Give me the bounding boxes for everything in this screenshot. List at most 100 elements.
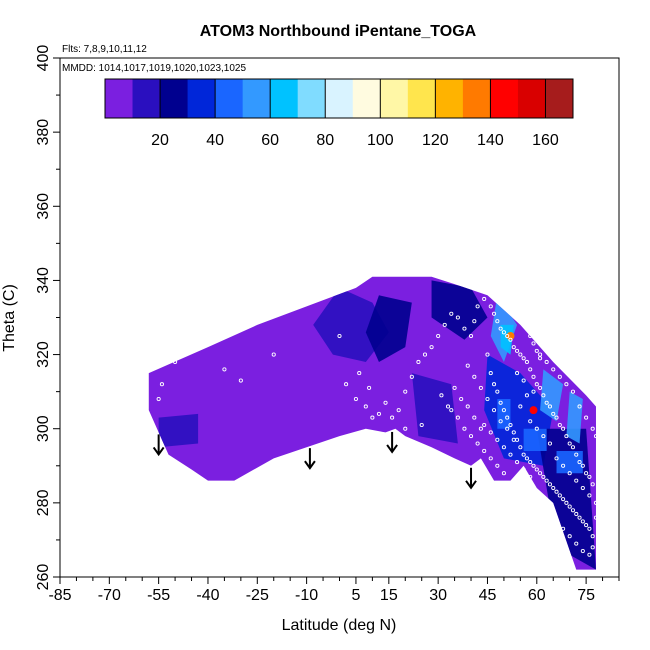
sample-points: [156, 296, 599, 557]
sample-point: [561, 526, 566, 531]
colorbar-segment: [325, 79, 354, 118]
sample-point: [173, 359, 178, 365]
sample-point: [557, 374, 562, 379]
heatmap-region: [313, 287, 389, 362]
sample-point: [468, 434, 474, 439]
x-tick-label: -40: [196, 587, 219, 604]
sample-point: [554, 519, 559, 524]
mmdd-label: MMDD: 1014,1017,1019,1020,1023,1025: [62, 63, 246, 74]
sample-point: [544, 337, 549, 342]
sample-point: [567, 534, 572, 539]
sample-point: [396, 408, 401, 413]
sample-point: [459, 397, 464, 402]
sample-point: [521, 452, 526, 457]
sample-point: [488, 430, 493, 435]
sample-point: [508, 452, 513, 457]
sample-point: [468, 333, 474, 339]
sample-point: [544, 400, 549, 405]
sample-point: [485, 397, 490, 402]
sample-point: [403, 426, 408, 431]
colorbar-tick-label: 160: [532, 132, 559, 149]
colorbar-segment: [160, 79, 189, 118]
sample-point: [544, 359, 549, 365]
sample-point: [587, 493, 592, 498]
sample-point: [570, 389, 576, 394]
sample-point: [590, 534, 595, 539]
x-tick-label: -25: [246, 587, 269, 604]
sample-point: [518, 352, 523, 357]
sample-point: [534, 497, 539, 502]
flight-arrows: [152, 431, 477, 490]
sample-point: [515, 460, 520, 465]
y-tick-label: 320: [35, 341, 52, 368]
sample-point: [403, 389, 408, 394]
sample-point: [534, 467, 539, 472]
sample-point: [419, 422, 424, 428]
colorbar-segment: [407, 79, 436, 118]
sample-point: [577, 404, 582, 409]
colorbar-frame: [104, 78, 574, 119]
arrow-head: [465, 480, 477, 490]
sample-point: [538, 356, 543, 361]
sample-point: [590, 482, 595, 487]
sample-point: [524, 456, 529, 461]
sample-point: [491, 408, 497, 413]
colorbar: 20 40 60 80 100 120 140 160: [104, 78, 574, 149]
down-arrow-icon: [304, 448, 316, 470]
sample-point: [462, 326, 467, 331]
y-tick-label: 360: [35, 193, 52, 220]
sample-point: [574, 478, 579, 483]
sample-point: [505, 426, 510, 431]
sample-point: [455, 315, 460, 320]
sample-point: [511, 437, 516, 442]
sample-point: [478, 385, 483, 390]
sample-point: [422, 352, 428, 357]
sample-point: [547, 511, 552, 517]
sample-point: [465, 404, 470, 409]
sample-point: [501, 445, 506, 450]
sample-point: [531, 341, 536, 346]
sample-point: [238, 378, 243, 383]
sample-point: [472, 319, 477, 324]
sample-point: [528, 333, 533, 339]
sample-point: [541, 393, 546, 398]
heatmap-regions: [158, 280, 596, 570]
sample-point: [570, 508, 576, 513]
sample-point: [561, 497, 566, 502]
sample-point: [159, 382, 164, 387]
sample-point: [482, 448, 487, 454]
sample-point: [554, 415, 559, 420]
sample-point: [501, 408, 506, 413]
sample-point: [531, 463, 536, 468]
arrow-head: [152, 446, 165, 457]
colorbar-tick-label: 20: [151, 132, 169, 149]
sample-point: [538, 352, 543, 357]
colorbar-segment: [242, 79, 271, 118]
heatmap-region: [556, 450, 583, 474]
sample-point: [449, 408, 454, 413]
sample-point: [465, 363, 470, 368]
heatmap-hotspot: [529, 406, 538, 415]
sample-point: [511, 345, 516, 350]
sample-point: [538, 385, 543, 390]
sample-point: [518, 404, 523, 409]
sample-point: [498, 419, 503, 424]
sample-point: [574, 541, 579, 546]
sample-point: [531, 374, 536, 379]
sample-point: [475, 441, 480, 446]
sample-point: [505, 415, 510, 420]
sample-point: [584, 523, 589, 528]
sample-point: [495, 389, 500, 394]
sample-point: [491, 311, 497, 316]
heatmap-field: [148, 276, 599, 570]
colorbar-segment: [490, 79, 519, 118]
colorbar-segment: [517, 79, 546, 118]
sample-point: [518, 445, 523, 450]
sample-point: [574, 511, 579, 517]
colorbar-segment: [270, 79, 299, 118]
sample-point: [436, 333, 441, 339]
colorbar-tick-label: 60: [261, 132, 279, 149]
sample-point: [498, 326, 503, 331]
sample-point: [515, 348, 520, 353]
